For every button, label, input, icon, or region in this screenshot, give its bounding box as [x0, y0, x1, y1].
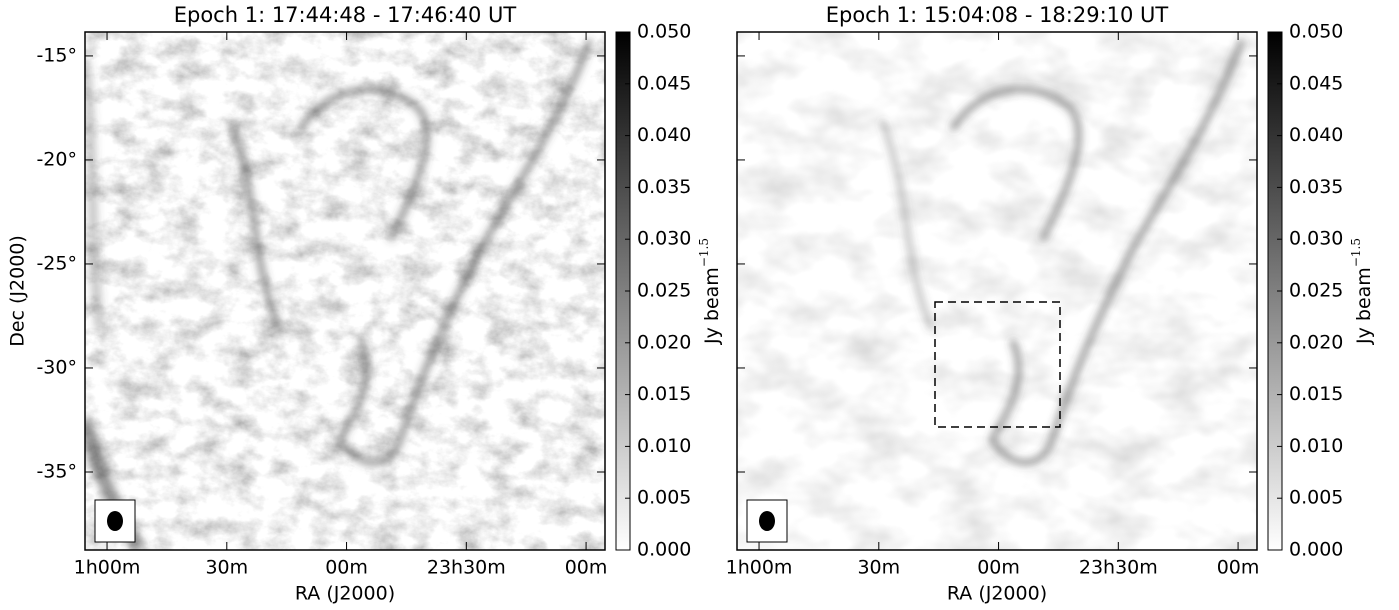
x-tick-label: 23h30m [427, 557, 506, 579]
x-tick-label: 1h00m [74, 557, 141, 579]
colorbar-tick-label: 0.005 [637, 487, 691, 509]
colorbar-label-text: Jy beam [1353, 267, 1375, 345]
chart-title: Epoch 1: 15:04:08 - 18:29:10 UT [826, 3, 1169, 27]
y-tick-label: -20° [36, 148, 77, 170]
colorbar-tick-label: 0.050 [1289, 21, 1343, 43]
colorbar-label-exponent: −1.5 [697, 238, 711, 267]
y-tick-label: -15° [36, 44, 77, 66]
colorbar-tick-label: 0.015 [637, 383, 691, 405]
colorbar-tick-label: 0.005 [1289, 487, 1343, 509]
x-axis-label: RA (J2000) [947, 583, 1047, 605]
x-axis-label: RA (J2000) [295, 583, 395, 605]
x-tick-label: 23h30m [1079, 557, 1158, 579]
colorbar-tick-label: 0.040 [1289, 124, 1343, 146]
colorbar-tick-label: 0.035 [637, 176, 691, 198]
y-tick-label: -35° [36, 460, 77, 482]
colorbar-label: Jy beam−1.5 [1349, 238, 1375, 345]
colorbar-tick-label: 0.010 [1289, 435, 1343, 457]
colorbar-label-exponent: −1.5 [1349, 238, 1363, 267]
chart-title: Epoch 1: 17:44:48 - 17:46:40 UT [174, 3, 517, 27]
x-tick-label: 00m [325, 557, 368, 579]
region-box [934, 301, 1061, 428]
image-right [737, 32, 1257, 550]
x-tick-label: 00m [977, 557, 1020, 579]
colorbar-tick-label: 0.030 [1289, 228, 1343, 250]
colorbar-tick-label: 0.045 [1289, 72, 1343, 94]
colorbar-tick-label: 0.035 [1289, 176, 1343, 198]
colorbar-tick-label: 0.025 [1289, 280, 1343, 302]
colorbar-tick-label: 0.045 [637, 72, 691, 94]
y-tick-label: -30° [36, 356, 77, 378]
beam [759, 511, 775, 531]
colorbar-tick-label: 0.000 [637, 539, 691, 561]
plot-frame [84, 31, 606, 551]
beam [107, 511, 123, 531]
x-tick-label: 00m [1217, 557, 1260, 579]
x-tick-label: 30m [205, 557, 248, 579]
colorbar-label-text: Jy beam [701, 267, 723, 345]
y-tick-label: -25° [36, 252, 77, 274]
colorbar-tick-label: 0.010 [637, 435, 691, 457]
x-tick-label: 1h00m [726, 557, 793, 579]
colorbar-tick-label: 0.020 [637, 331, 691, 353]
image-left [85, 32, 605, 550]
plot-frame [736, 31, 1258, 551]
colorbar-tick-label: 0.020 [1289, 331, 1343, 353]
x-tick-label: 00m [565, 557, 608, 579]
colorbar-tick-label: 0.050 [637, 21, 691, 43]
colorbar-tick-label: 0.015 [1289, 383, 1343, 405]
colorbar-tick-label: 0.030 [637, 228, 691, 250]
colorbar-label: Jy beam−1.5 [697, 238, 723, 345]
colorbar-tick-label: 0.040 [637, 124, 691, 146]
colorbar-tick-label: 0.025 [637, 280, 691, 302]
colorbar-tick-label: 0.000 [1289, 539, 1343, 561]
y-axis-label: Dec (J2000) [7, 235, 29, 347]
x-tick-label: 30m [857, 557, 900, 579]
